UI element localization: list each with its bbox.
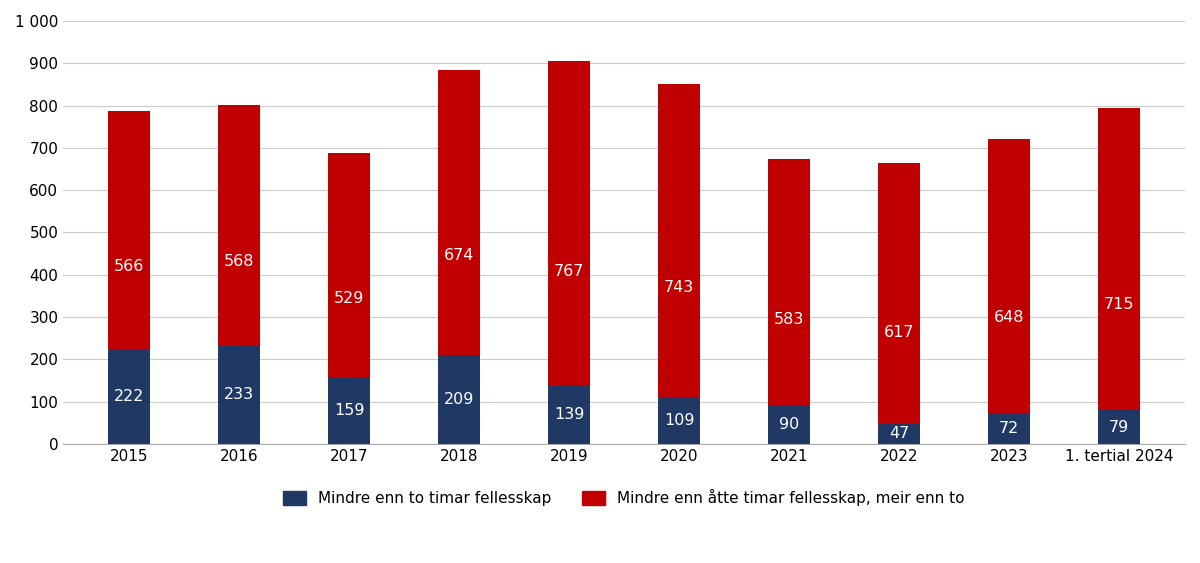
Bar <box>329 153 370 377</box>
Bar <box>768 406 810 444</box>
Text: 79: 79 <box>1109 419 1129 435</box>
Bar <box>548 61 590 385</box>
Text: 743: 743 <box>664 280 695 295</box>
Bar <box>878 163 920 424</box>
Text: 222: 222 <box>114 390 144 404</box>
Text: 767: 767 <box>554 264 584 279</box>
Bar <box>1098 410 1140 444</box>
Text: 139: 139 <box>554 407 584 422</box>
Text: 617: 617 <box>884 325 914 340</box>
Bar <box>768 159 810 406</box>
Bar <box>218 105 260 345</box>
Bar <box>329 377 370 444</box>
Bar <box>659 397 700 444</box>
Text: 233: 233 <box>224 387 254 402</box>
Text: 674: 674 <box>444 248 474 263</box>
Bar <box>988 413 1030 444</box>
Text: 90: 90 <box>779 417 799 432</box>
Bar <box>108 111 150 350</box>
Bar <box>438 70 480 355</box>
Text: 209: 209 <box>444 392 474 407</box>
Text: 159: 159 <box>334 403 365 418</box>
Bar <box>988 140 1030 413</box>
Text: 568: 568 <box>224 254 254 269</box>
Bar <box>218 345 260 444</box>
Bar <box>548 385 590 444</box>
Text: 529: 529 <box>334 291 365 306</box>
Text: 72: 72 <box>998 421 1019 436</box>
Text: 109: 109 <box>664 413 695 428</box>
Bar <box>878 424 920 444</box>
Bar <box>438 355 480 444</box>
Bar <box>108 350 150 444</box>
Legend: Mindre enn to timar fellesskap, Mindre enn åtte timar fellesskap, meir enn to: Mindre enn to timar fellesskap, Mindre e… <box>277 483 971 512</box>
Bar <box>1098 108 1140 410</box>
Text: 47: 47 <box>889 426 910 441</box>
Text: 715: 715 <box>1104 297 1134 312</box>
Bar <box>659 83 700 397</box>
Text: 566: 566 <box>114 258 144 274</box>
Text: 648: 648 <box>994 310 1025 325</box>
Text: 583: 583 <box>774 312 804 327</box>
